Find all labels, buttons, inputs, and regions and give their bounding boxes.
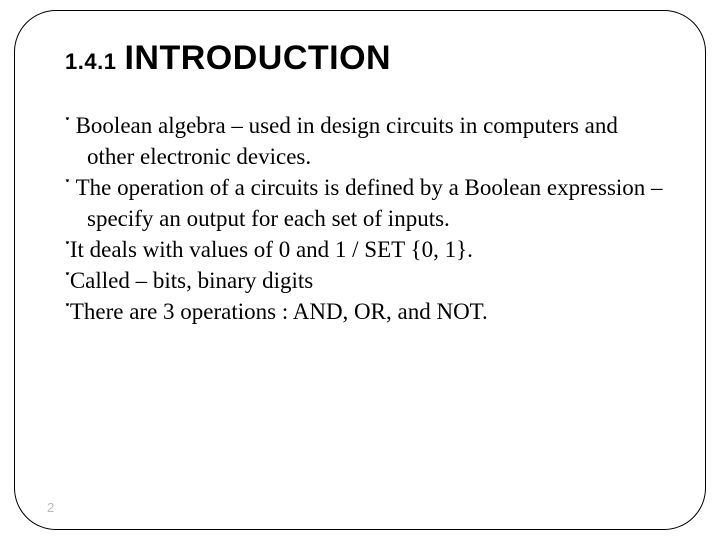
slide-frame: 1.4.1 INTRODUCTION ་ Boolean algebra – u… (14, 10, 706, 530)
bullet-text: Called – bits, binary digits (70, 268, 313, 293)
section-title: INTRODUCTION (124, 39, 391, 78)
bullet-text: It deals with values of 0 and 1 / SET {0… (70, 237, 473, 262)
page-number: 2 (47, 500, 54, 515)
list-item: ་ Boolean algebra – used in design circu… (65, 110, 667, 172)
bullet-text: Boolean algebra – used in design circuit… (70, 113, 618, 169)
list-item: ་ The operation of a circuits is defined… (65, 172, 667, 234)
title-row: 1.4.1 INTRODUCTION (65, 39, 667, 78)
bullet-text: There are 3 operations : AND, OR, and NO… (70, 299, 488, 324)
section-number: 1.4.1 (65, 49, 116, 75)
bullet-text: The operation of a circuits is defined b… (70, 175, 663, 231)
list-item: ་There are 3 operations : AND, OR, and N… (65, 296, 667, 327)
content-body: ་ Boolean algebra – used in design circu… (65, 110, 667, 327)
list-item: ་It deals with values of 0 and 1 / SET {… (65, 234, 667, 265)
list-item: ་Called – bits, binary digits (65, 265, 667, 296)
